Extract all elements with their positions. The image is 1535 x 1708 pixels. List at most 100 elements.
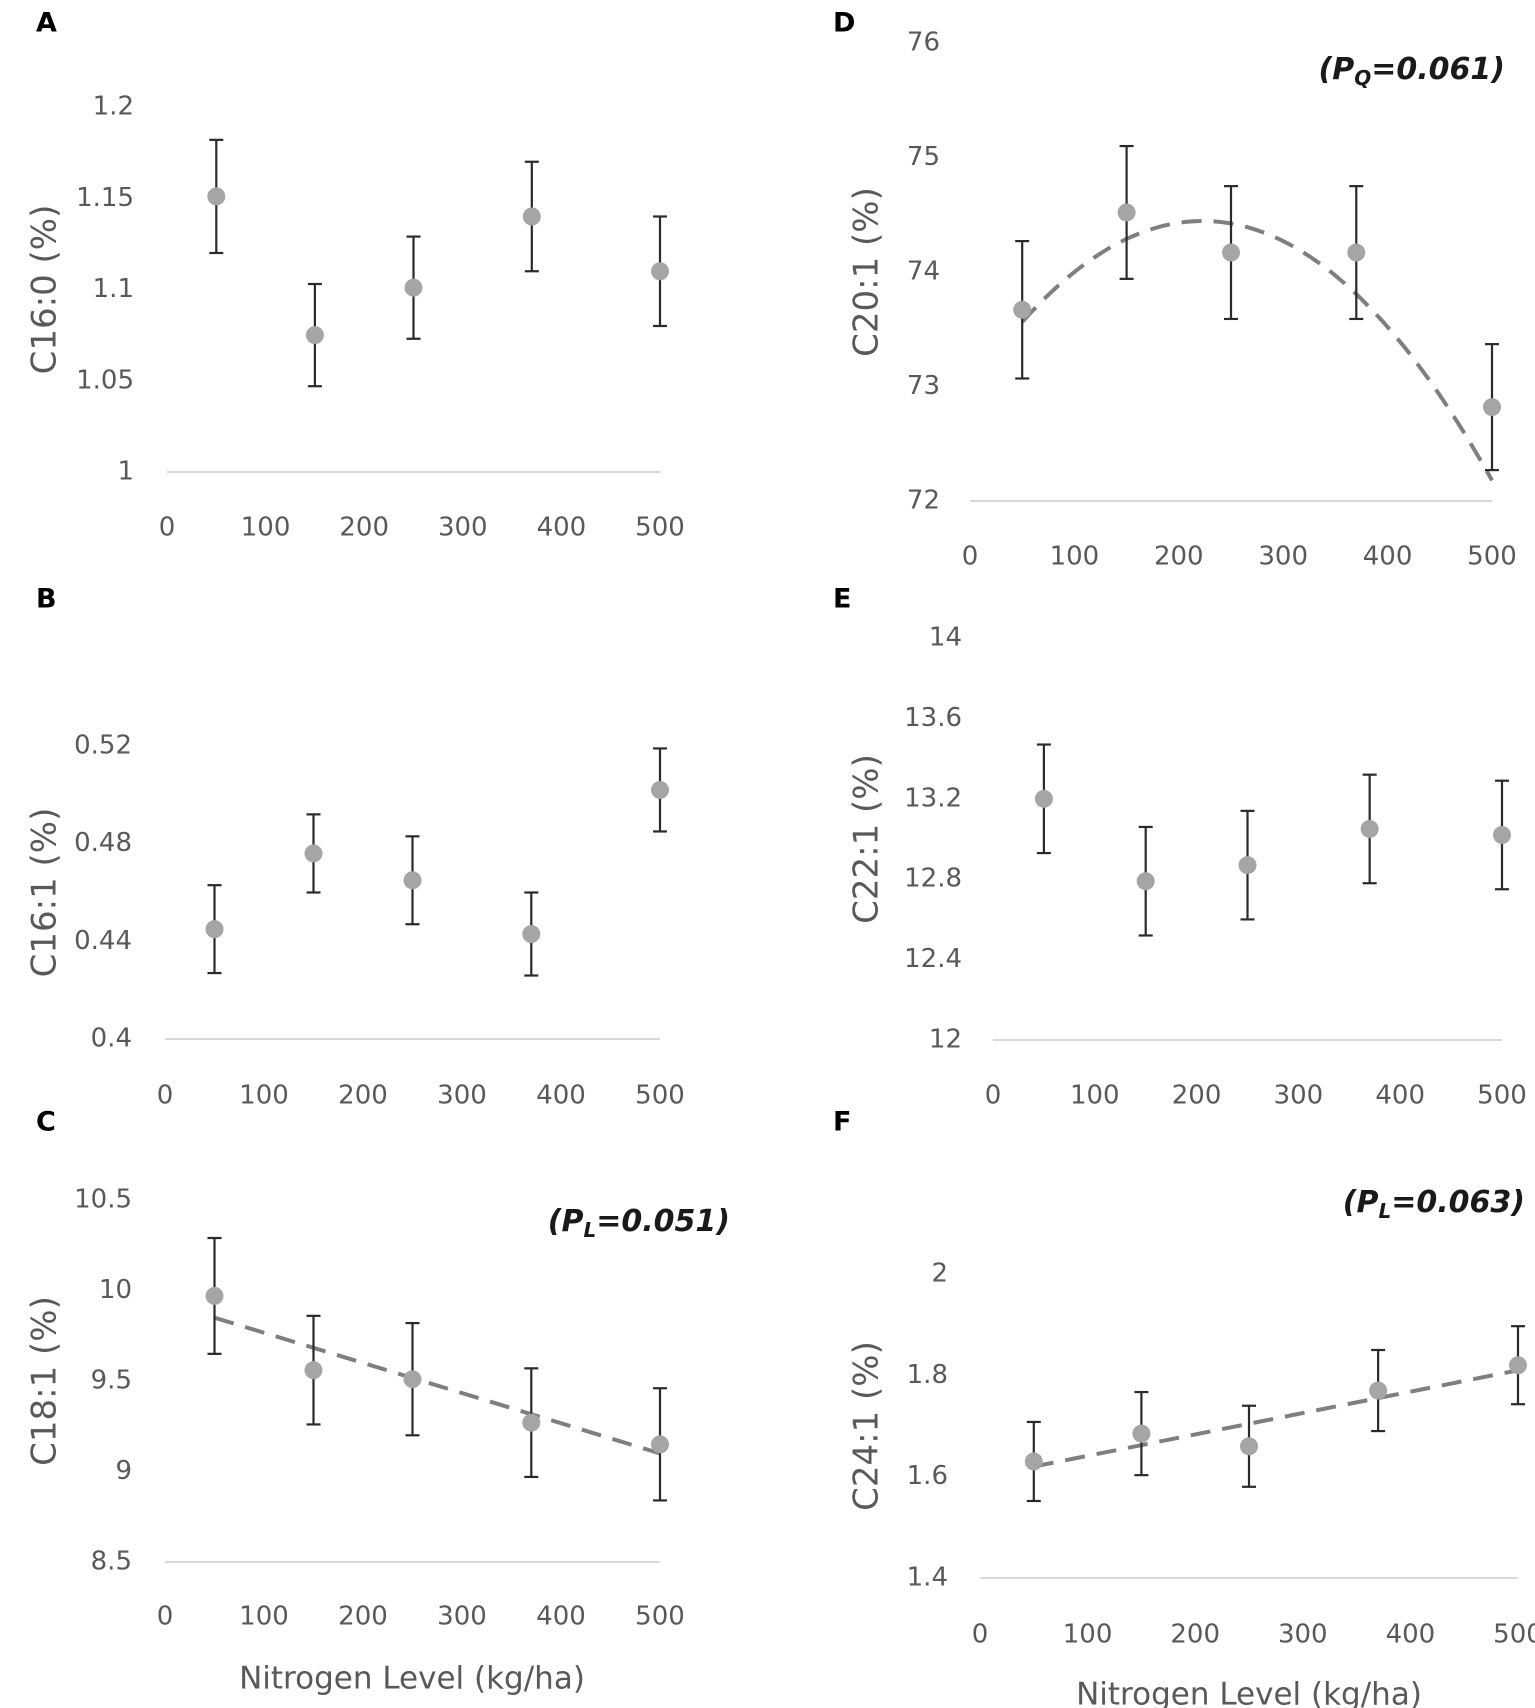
- annotation-prefix: (P: [548, 1204, 584, 1239]
- x-tick-label: 400: [1363, 542, 1413, 572]
- data-point: [1509, 1356, 1527, 1375]
- data-point: [304, 1361, 323, 1380]
- x-tick-label: 100: [239, 1081, 289, 1111]
- x-tick-label: 100: [1050, 542, 1100, 572]
- y-axis-title: C24:1 (%): [847, 1341, 887, 1511]
- significance-annotation: (PQ=0.061): [1319, 52, 1505, 90]
- x-tick-label: 300: [1258, 542, 1308, 572]
- data-point: [1360, 819, 1379, 838]
- y-tick-label: 72: [907, 486, 940, 516]
- data-point: [1024, 1452, 1043, 1471]
- x-tick-label: 300: [437, 1081, 487, 1111]
- x-tick-label: 200: [338, 1602, 388, 1632]
- annotation-subscript: L: [584, 1218, 597, 1242]
- y-tick-label: 1.6: [907, 1461, 948, 1491]
- data-point: [205, 1286, 224, 1305]
- x-tick-label: 400: [1375, 1081, 1425, 1111]
- trend-line: [1020, 218, 1494, 482]
- x-tick-label: 400: [536, 1602, 586, 1632]
- y-tick-label: 74: [907, 257, 940, 287]
- data-point: [1238, 856, 1257, 875]
- data-point: [1222, 243, 1240, 262]
- x-tick-label: 400: [1386, 1620, 1436, 1650]
- y-tick-label: 8.5: [91, 1547, 132, 1577]
- y-tick-label: 2: [931, 1259, 948, 1289]
- x-tick-label: 400: [537, 513, 587, 543]
- annotation-subscript: L: [1379, 1199, 1392, 1223]
- x-tick-label: 300: [438, 513, 488, 543]
- data-point: [1347, 243, 1366, 262]
- y-tick-label: 73: [907, 371, 940, 401]
- data-point: [1369, 1381, 1388, 1400]
- x-tick-label: 0: [972, 1620, 989, 1650]
- panel-label: E: [833, 584, 851, 615]
- data-point: [403, 1370, 422, 1389]
- y-tick-label: 1.05: [76, 365, 134, 395]
- x-tick-label: 0: [985, 1081, 1002, 1111]
- x-tick-label: 500: [1467, 542, 1517, 572]
- data-point: [207, 187, 226, 206]
- x-tick-label: 100: [1070, 1081, 1120, 1111]
- y-tick-label: 0.4: [91, 1024, 132, 1054]
- y-tick-label: 1.2: [93, 92, 134, 122]
- x-tick-label: 400: [536, 1081, 586, 1111]
- y-tick-label: 1.1: [93, 274, 134, 304]
- y-axis-title: C16:1 (%): [25, 808, 65, 978]
- data-point: [404, 278, 423, 297]
- data-point: [1132, 1424, 1151, 1443]
- x-tick-label: 200: [1170, 1620, 1220, 1650]
- y-axis-title: C20:1 (%): [847, 187, 887, 357]
- trend-line: [1033, 1368, 1519, 1469]
- x-tick-label: 300: [1278, 1620, 1328, 1650]
- data-point: [1117, 203, 1136, 222]
- panel-label: C: [36, 1107, 56, 1138]
- x-tick-label: 500: [1493, 1620, 1535, 1650]
- y-axis-title: C22:1 (%): [847, 754, 887, 924]
- x-axis-title: Nitrogen Level (kg/ha): [1076, 1677, 1422, 1708]
- y-tick-label: 12: [929, 1025, 962, 1055]
- panel-c: C 8.5 9 9.5 10 10.5 0 100 200 300 400 500 C18:1 (%) N…: [25, 1107, 731, 1697]
- annotation-suffix: =0.051): [596, 1204, 730, 1239]
- y-tick-label: 75: [907, 142, 940, 172]
- y-tick-label: 14: [929, 623, 962, 653]
- panel-label: B: [36, 584, 57, 615]
- y-tick-label: 12.8: [904, 864, 962, 894]
- panel-a: A 1 1.05 1.1 1.15 1.2 0 100 200 300 400 500 C16:0 (%…: [25, 8, 685, 543]
- trend-line: [213, 1315, 661, 1456]
- x-tick-label: 100: [239, 1602, 289, 1632]
- annotation-prefix: (P: [1319, 52, 1355, 87]
- x-tick-label: 200: [1154, 542, 1204, 572]
- x-tick-label: 100: [1063, 1620, 1113, 1650]
- x-tick-label: 300: [437, 1602, 487, 1632]
- annotation-suffix: =0.063): [1391, 1185, 1525, 1220]
- data-point: [1493, 825, 1511, 844]
- y-axis-title: C18:1 (%): [25, 1296, 65, 1466]
- panel-label: D: [833, 8, 855, 39]
- x-tick-label: 0: [159, 513, 176, 543]
- data-point: [522, 207, 541, 226]
- data-point: [304, 844, 323, 863]
- x-tick-label: 500: [635, 513, 685, 543]
- panel-b: B 0.4 0.44 0.48 0.52 0 100 200 300 400 500 C16:1 (%…: [25, 584, 685, 1111]
- data-point: [1240, 1437, 1258, 1456]
- x-tick-label: 0: [962, 542, 979, 572]
- data-point: [1483, 398, 1501, 417]
- annotation-subscript: Q: [1354, 66, 1371, 90]
- x-tick-label: 0: [157, 1602, 174, 1632]
- panel-label: F: [833, 1107, 851, 1138]
- y-tick-label: 10: [99, 1275, 132, 1305]
- x-tick-label: 200: [1172, 1081, 1222, 1111]
- data-point: [651, 1435, 669, 1454]
- y-tick-label: 13.2: [904, 783, 962, 813]
- y-tick-label: 1.8: [907, 1360, 948, 1390]
- data-point: [651, 262, 669, 281]
- x-axis-title: Nitrogen Level (kg/ha): [239, 1661, 585, 1697]
- data-point: [522, 925, 541, 944]
- x-tick-label: 300: [1274, 1081, 1324, 1111]
- x-tick-label: 200: [339, 513, 389, 543]
- x-tick-label: 100: [241, 513, 291, 543]
- annotation-prefix: (P: [1343, 1185, 1379, 1220]
- y-tick-label: 0.48: [74, 828, 132, 858]
- x-tick-label: 500: [635, 1602, 685, 1632]
- x-tick-label: 500: [635, 1081, 685, 1111]
